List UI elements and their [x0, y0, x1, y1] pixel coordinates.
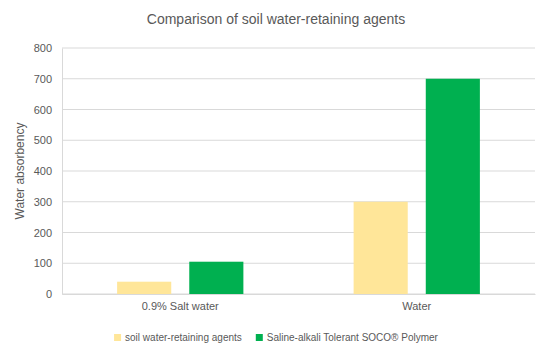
- y-tick-label: 200: [34, 227, 52, 239]
- x-tick-label: 0.9% Salt water: [142, 300, 219, 312]
- legend-swatch: [114, 334, 121, 341]
- legend-item: Saline-alkali Tolerant SOCO® Polymer: [256, 332, 439, 343]
- bar: [426, 79, 480, 294]
- legend-swatch: [256, 334, 263, 341]
- legend: soil water-retaining agents Saline-alkali…: [114, 332, 439, 343]
- y-tick-label: 800: [34, 42, 52, 54]
- y-tick: 500: [34, 134, 62, 146]
- x-tick: 0.9% Salt water: [142, 294, 219, 312]
- y-tick: 100: [34, 257, 62, 269]
- y-tick-label: 500: [34, 134, 52, 146]
- y-tick: 0: [46, 288, 62, 300]
- y-tick-label: 700: [34, 73, 52, 85]
- grid-line: [62, 48, 535, 49]
- x-tick-label: Water: [402, 300, 431, 312]
- y-tick-label: 600: [34, 104, 52, 116]
- grid: [62, 48, 535, 294]
- bar: [189, 262, 243, 294]
- y-tick-label: 300: [34, 196, 52, 208]
- y-tick: 200: [34, 227, 62, 239]
- chart: Comparison of soil water-retaining agent…: [0, 0, 552, 357]
- x-axis: 0.9% Salt water Water: [63, 294, 536, 312]
- y-tick-label: 100: [34, 257, 52, 269]
- y-tick: 700: [34, 73, 62, 85]
- bars: [117, 79, 480, 294]
- plot: 0 100 200 300 400 500 600 700 800 0.9% Salt water…: [34, 42, 536, 312]
- y-axis-title: Water absorbency: [13, 123, 27, 220]
- y-tick: 400: [34, 165, 62, 177]
- x-axis-line: [63, 294, 536, 295]
- legend-label: Saline-alkali Tolerant SOCO® Polymer: [267, 332, 439, 343]
- y-tick: 300: [34, 196, 62, 208]
- bar: [354, 202, 408, 294]
- y-axis-line: [62, 49, 63, 295]
- y-tick-label: 400: [34, 165, 52, 177]
- y-tick: 800: [34, 42, 62, 54]
- legend-label: soil water-retaining agents: [125, 332, 242, 343]
- y-tick-label: 0: [46, 288, 52, 300]
- title: Comparison of soil water-retaining agent…: [147, 11, 405, 27]
- x-tick: Water: [402, 294, 431, 312]
- y-axis: 0 100 200 300 400 500 600 700 800: [34, 42, 63, 300]
- y-tick: 600: [34, 104, 62, 116]
- bar: [117, 282, 171, 294]
- legend-item: soil water-retaining agents: [114, 332, 242, 343]
